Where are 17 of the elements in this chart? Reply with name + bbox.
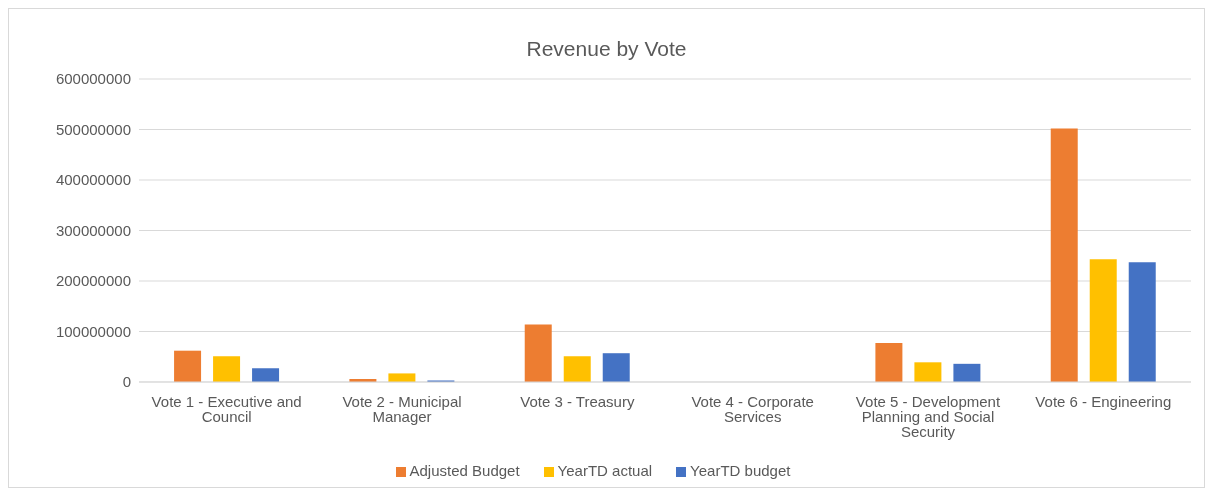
- chart-title: Revenue by Vote: [525, 36, 688, 62]
- x-tick-label: Vote 6 - Engineering: [1035, 392, 1172, 410]
- y-tick-label: 100000000: [55, 322, 131, 340]
- x-tick-label: Vote 1 - Executive and Council: [151, 392, 302, 425]
- legend-label: Adjusted Budget: [409, 462, 520, 479]
- legend-label: YearTD actual: [557, 462, 653, 479]
- y-tick-label: 500000000: [55, 120, 131, 138]
- y-tick-label: 400000000: [55, 171, 131, 189]
- y-tick-label: 0: [122, 373, 131, 391]
- y-tick-label: 600000000: [55, 70, 131, 88]
- y-tick-label: 200000000: [55, 272, 131, 290]
- x-tick-label: Vote 4 - Corporate Services: [691, 392, 814, 425]
- y-tick-label: 300000000: [55, 221, 131, 239]
- x-tick-label: Vote 3 - Treasury: [520, 392, 635, 410]
- x-tick-label: Vote 2 - Municipal Manager: [342, 392, 462, 425]
- legend-label: YearTD budget: [690, 462, 791, 479]
- x-tick-label: Vote 5 - Development Planning and Social Security: [855, 392, 1001, 440]
